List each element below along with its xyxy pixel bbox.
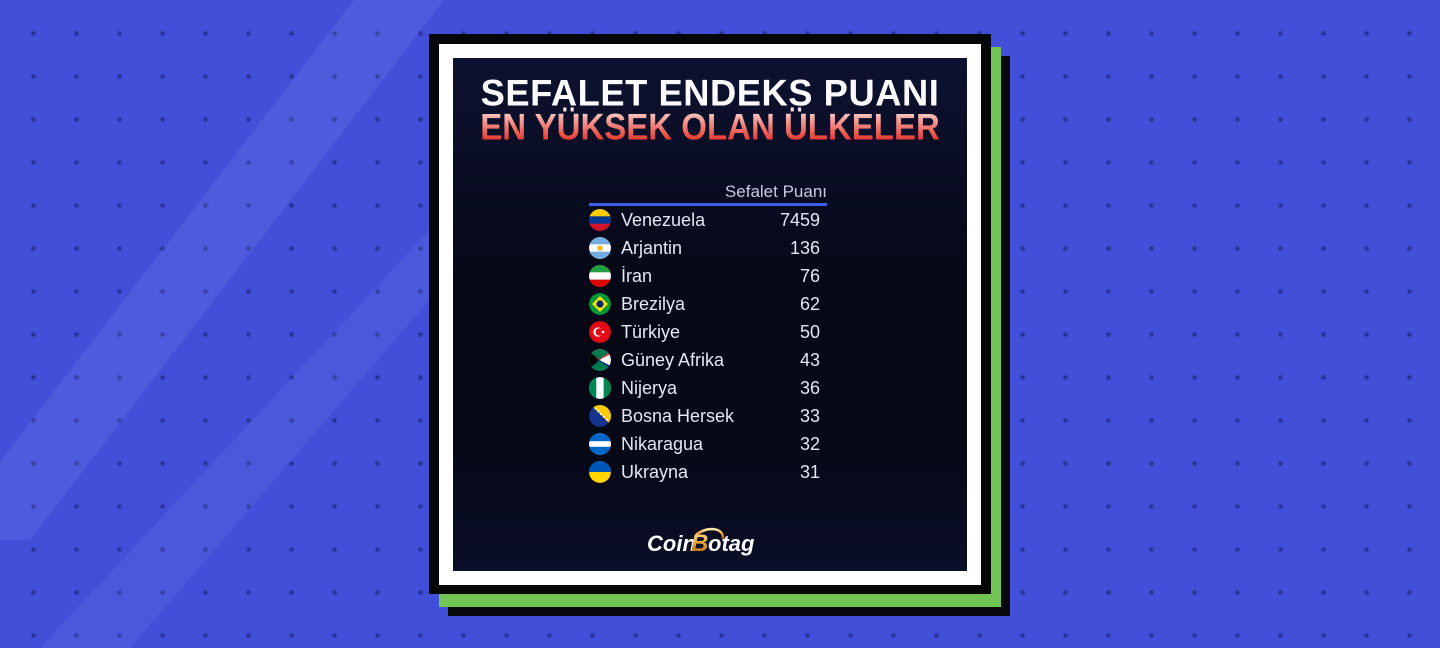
svg-text:otag: otag	[708, 531, 755, 556]
svg-text:B: B	[691, 530, 708, 557]
svg-text:Coin: Coin	[647, 531, 696, 556]
